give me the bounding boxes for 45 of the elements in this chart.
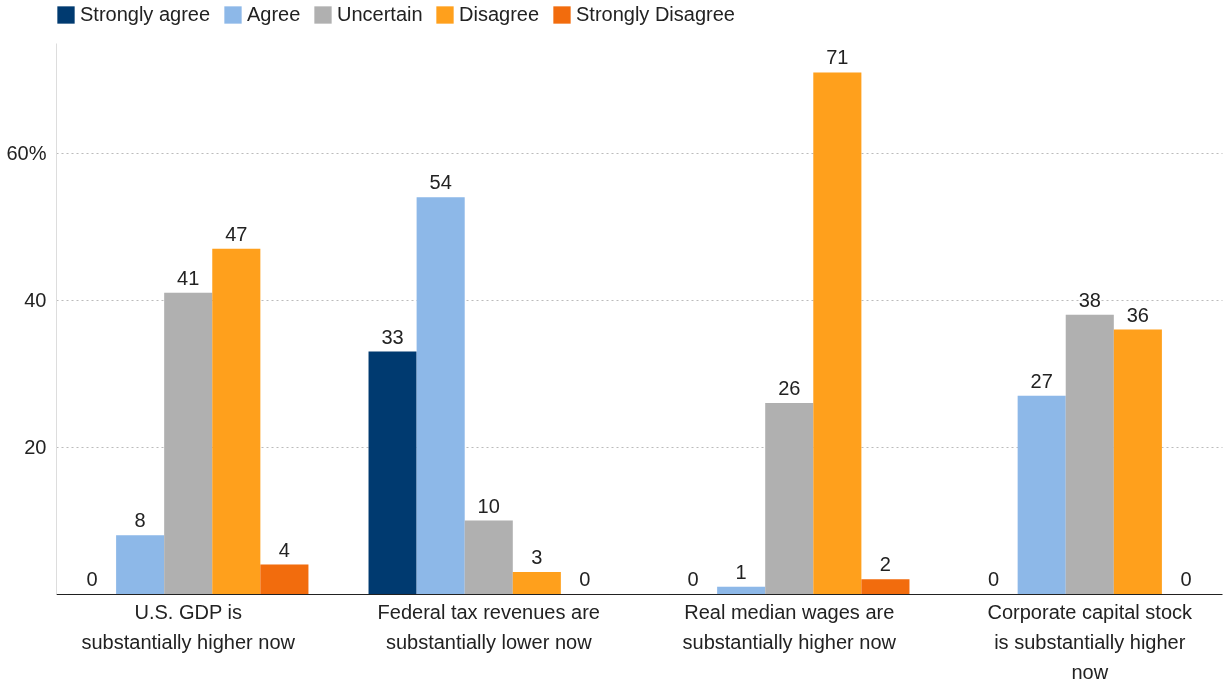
data-label: 54 — [429, 171, 452, 194]
data-label: 0 — [687, 568, 699, 590]
legend-label: Strongly agree — [80, 3, 211, 25]
x-tick-label: Real median wages are substantially higher now — [682, 600, 897, 653]
data-label: 0 — [1180, 568, 1192, 590]
legend-label: Uncertain — [337, 3, 423, 25]
x-tick-label: Federal tax revenues are substantially lower now — [377, 600, 600, 653]
data-label: 47 — [225, 222, 248, 245]
legend-label: Disagree — [459, 3, 540, 25]
bar — [716, 586, 766, 595]
data-label: 0 — [988, 568, 1000, 590]
data-label: 38 — [1078, 288, 1101, 311]
bar — [512, 571, 562, 595]
bar — [1017, 395, 1067, 595]
bar — [860, 578, 910, 595]
x-tick-label: U.S. GDP is substantially higher now — [81, 600, 296, 653]
bar — [368, 351, 418, 595]
data-label: 0 — [579, 568, 591, 590]
y-tick-label: 40 — [24, 288, 47, 311]
data-label: 36 — [1126, 303, 1149, 326]
data-label: 71 — [826, 46, 849, 69]
legend-label: Agree — [247, 3, 301, 25]
bar — [211, 248, 261, 595]
data-label: 41 — [177, 266, 200, 289]
bar — [259, 564, 309, 595]
y-tick-label: 20 — [24, 435, 47, 458]
bar — [416, 196, 466, 595]
x-tick-label: Corporate capital stock is substantially higher now — [987, 600, 1194, 683]
legend-label: Strongly Disagree — [576, 3, 735, 25]
data-label: 1 — [735, 560, 747, 583]
data-label: 27 — [1030, 369, 1053, 392]
data-label: 0 — [86, 568, 98, 590]
data-label: 8 — [134, 509, 146, 532]
bar — [1113, 329, 1163, 595]
data-label: 3 — [531, 545, 543, 568]
bar — [464, 520, 514, 595]
data-label: 4 — [278, 538, 290, 561]
data-label: 26 — [778, 376, 801, 399]
bar — [115, 534, 165, 595]
y-tick-label: 60% — [6, 141, 47, 164]
data-label: 33 — [381, 325, 404, 348]
bar — [1065, 314, 1115, 595]
bar — [812, 71, 862, 595]
data-label: 10 — [477, 494, 500, 517]
data-label: 2 — [879, 553, 891, 576]
